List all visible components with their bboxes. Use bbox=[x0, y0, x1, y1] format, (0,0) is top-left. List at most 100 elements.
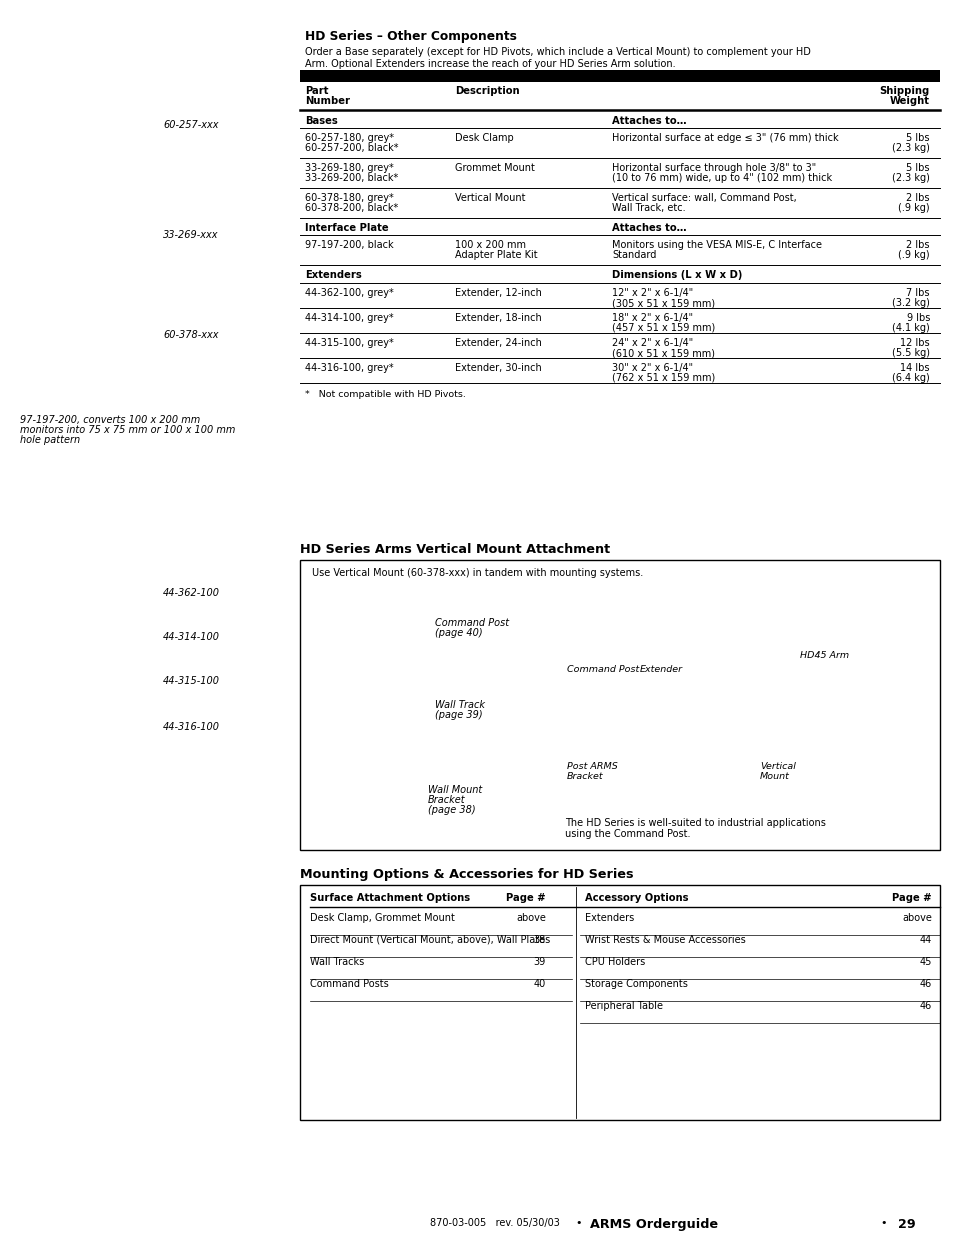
Text: 44-362-100: 44-362-100 bbox=[163, 588, 220, 598]
Text: Weight: Weight bbox=[889, 96, 929, 106]
Text: Number: Number bbox=[305, 96, 350, 106]
Text: 46: 46 bbox=[919, 1002, 931, 1011]
Text: Extender, 12-inch: Extender, 12-inch bbox=[455, 288, 541, 298]
Text: Extenders: Extenders bbox=[584, 913, 634, 923]
Text: 18" x 2" x 6-1/4": 18" x 2" x 6-1/4" bbox=[612, 312, 693, 324]
Text: 2 lbs: 2 lbs bbox=[905, 240, 929, 249]
Text: 12 lbs: 12 lbs bbox=[900, 338, 929, 348]
Text: above: above bbox=[902, 913, 931, 923]
Text: (610 x 51 x 159 mm): (610 x 51 x 159 mm) bbox=[612, 348, 714, 358]
Text: (6.4 kg): (6.4 kg) bbox=[891, 373, 929, 383]
Text: Peripheral Table: Peripheral Table bbox=[584, 1002, 662, 1011]
Text: •: • bbox=[575, 1218, 581, 1228]
Text: 60-378-200, black*: 60-378-200, black* bbox=[305, 203, 397, 212]
Text: 97-197-200, black: 97-197-200, black bbox=[305, 240, 394, 249]
Text: (10 to 76 mm) wide, up to 4" (102 mm) thick: (10 to 76 mm) wide, up to 4" (102 mm) th… bbox=[612, 173, 831, 183]
Text: Command Post: Command Post bbox=[435, 618, 509, 629]
Text: CPU Holders: CPU Holders bbox=[584, 957, 644, 967]
Text: 870-03-005   rev. 05/30/03: 870-03-005 rev. 05/30/03 bbox=[430, 1218, 559, 1228]
Text: Horizontal surface through hole 3/8" to 3": Horizontal surface through hole 3/8" to … bbox=[612, 163, 816, 173]
Text: 44-315-100: 44-315-100 bbox=[163, 676, 220, 685]
Text: above: above bbox=[516, 913, 545, 923]
Text: Arm. Optional Extenders increase the reach of your HD Series Arm solution.: Arm. Optional Extenders increase the rea… bbox=[305, 59, 675, 69]
Bar bbox=[299, 559, 939, 850]
Text: 29: 29 bbox=[897, 1218, 915, 1231]
Text: 60-378-xxx: 60-378-xxx bbox=[163, 330, 218, 340]
Bar bbox=[299, 70, 939, 82]
Text: Monitors using the VESA MIS-E, C Interface: Monitors using the VESA MIS-E, C Interfa… bbox=[612, 240, 821, 249]
Text: Extender, 18-inch: Extender, 18-inch bbox=[455, 312, 541, 324]
Text: 14 lbs: 14 lbs bbox=[900, 363, 929, 373]
Text: (4.1 kg): (4.1 kg) bbox=[891, 324, 929, 333]
Text: Horizontal surface at edge ≤ 3" (76 mm) thick: Horizontal surface at edge ≤ 3" (76 mm) … bbox=[612, 133, 838, 143]
Text: The HD Series is well-suited to industrial applications: The HD Series is well-suited to industri… bbox=[564, 818, 825, 827]
Text: Extender, 30-inch: Extender, 30-inch bbox=[455, 363, 541, 373]
Bar bbox=[299, 885, 939, 1120]
Text: ARMS Orderguide: ARMS Orderguide bbox=[589, 1218, 718, 1231]
Text: Mounting Options & Accessories for HD Series: Mounting Options & Accessories for HD Se… bbox=[299, 868, 633, 881]
Text: 5 lbs: 5 lbs bbox=[905, 133, 929, 143]
Text: Attaches to…: Attaches to… bbox=[612, 224, 686, 233]
Text: Extenders: Extenders bbox=[305, 270, 361, 280]
Text: Surface Attachment Options: Surface Attachment Options bbox=[310, 893, 470, 903]
Text: Wall Tracks: Wall Tracks bbox=[310, 957, 364, 967]
Text: HD45 Arm: HD45 Arm bbox=[800, 651, 848, 659]
Text: 44-316-100: 44-316-100 bbox=[163, 722, 220, 732]
Text: Wall Mount: Wall Mount bbox=[428, 785, 482, 795]
Text: Bracket: Bracket bbox=[566, 772, 603, 781]
Text: 100 x 200 mm: 100 x 200 mm bbox=[455, 240, 525, 249]
Text: Accessory Options: Accessory Options bbox=[584, 893, 688, 903]
Text: *   Not compatible with HD Pivots.: * Not compatible with HD Pivots. bbox=[305, 390, 465, 399]
Text: (305 x 51 x 159 mm): (305 x 51 x 159 mm) bbox=[612, 298, 715, 308]
Text: Direct Mount (Vertical Mount, above), Wall Plates: Direct Mount (Vertical Mount, above), Wa… bbox=[310, 935, 550, 945]
Text: Vertical: Vertical bbox=[760, 762, 795, 771]
Text: Desk Clamp: Desk Clamp bbox=[455, 133, 514, 143]
Text: 5 lbs: 5 lbs bbox=[905, 163, 929, 173]
Text: 33-269-180, grey*: 33-269-180, grey* bbox=[305, 163, 394, 173]
Text: Vertical Mount: Vertical Mount bbox=[455, 193, 525, 203]
Text: (.9 kg): (.9 kg) bbox=[898, 203, 929, 212]
Text: Use Vertical Mount (60-378-xxx) in tandem with mounting systems.: Use Vertical Mount (60-378-xxx) in tande… bbox=[312, 568, 642, 578]
Text: (page 38): (page 38) bbox=[428, 805, 476, 815]
Text: Standard: Standard bbox=[612, 249, 656, 261]
Text: Attaches to…: Attaches to… bbox=[612, 116, 686, 126]
Text: Post ARMS: Post ARMS bbox=[566, 762, 618, 771]
Text: Interface Plate: Interface Plate bbox=[305, 224, 388, 233]
Text: Wall Track: Wall Track bbox=[435, 700, 484, 710]
Text: Wrist Rests & Mouse Accessories: Wrist Rests & Mouse Accessories bbox=[584, 935, 745, 945]
Text: 39: 39 bbox=[533, 957, 545, 967]
Text: Command Post: Command Post bbox=[566, 664, 639, 674]
Text: 44-362-100, grey*: 44-362-100, grey* bbox=[305, 288, 394, 298]
Text: •: • bbox=[879, 1218, 885, 1228]
Text: using the Command Post.: using the Command Post. bbox=[564, 829, 690, 839]
Text: 24" x 2" x 6-1/4": 24" x 2" x 6-1/4" bbox=[612, 338, 693, 348]
Text: (457 x 51 x 159 mm): (457 x 51 x 159 mm) bbox=[612, 324, 715, 333]
Text: (2.3 kg): (2.3 kg) bbox=[891, 173, 929, 183]
Text: Bracket: Bracket bbox=[428, 795, 465, 805]
Text: (2.3 kg): (2.3 kg) bbox=[891, 143, 929, 153]
Text: (762 x 51 x 159 mm): (762 x 51 x 159 mm) bbox=[612, 373, 715, 383]
Text: 12" x 2" x 6-1/4": 12" x 2" x 6-1/4" bbox=[612, 288, 693, 298]
Text: hole pattern: hole pattern bbox=[20, 435, 80, 445]
Text: 33-269-200, black*: 33-269-200, black* bbox=[305, 173, 397, 183]
Text: monitors into 75 x 75 mm or 100 x 100 mm: monitors into 75 x 75 mm or 100 x 100 mm bbox=[20, 425, 235, 435]
Text: 7 lbs: 7 lbs bbox=[905, 288, 929, 298]
Text: 60-257-xxx: 60-257-xxx bbox=[163, 120, 218, 130]
Text: Order a Base separately (except for HD Pivots, which include a Vertical Mount) t: Order a Base separately (except for HD P… bbox=[305, 47, 810, 57]
Text: (page 40): (page 40) bbox=[435, 629, 482, 638]
Text: 40: 40 bbox=[533, 979, 545, 989]
Text: 44-314-100, grey*: 44-314-100, grey* bbox=[305, 312, 394, 324]
Text: Desk Clamp, Grommet Mount: Desk Clamp, Grommet Mount bbox=[310, 913, 455, 923]
Text: HD Series – Other Components: HD Series – Other Components bbox=[305, 30, 517, 43]
Text: Adapter Plate Kit: Adapter Plate Kit bbox=[455, 249, 537, 261]
Text: Wall Track, etc.: Wall Track, etc. bbox=[612, 203, 685, 212]
Text: Extender, 24-inch: Extender, 24-inch bbox=[455, 338, 541, 348]
Text: (5.5 kg): (5.5 kg) bbox=[891, 348, 929, 358]
Text: 44-315-100, grey*: 44-315-100, grey* bbox=[305, 338, 394, 348]
Text: 44-316-100, grey*: 44-316-100, grey* bbox=[305, 363, 394, 373]
Text: 60-378-180, grey*: 60-378-180, grey* bbox=[305, 193, 394, 203]
Text: Dimensions (L x W x D): Dimensions (L x W x D) bbox=[612, 270, 741, 280]
Text: Bases: Bases bbox=[305, 116, 337, 126]
Text: Command Posts: Command Posts bbox=[310, 979, 388, 989]
Text: Grommet Mount: Grommet Mount bbox=[455, 163, 535, 173]
